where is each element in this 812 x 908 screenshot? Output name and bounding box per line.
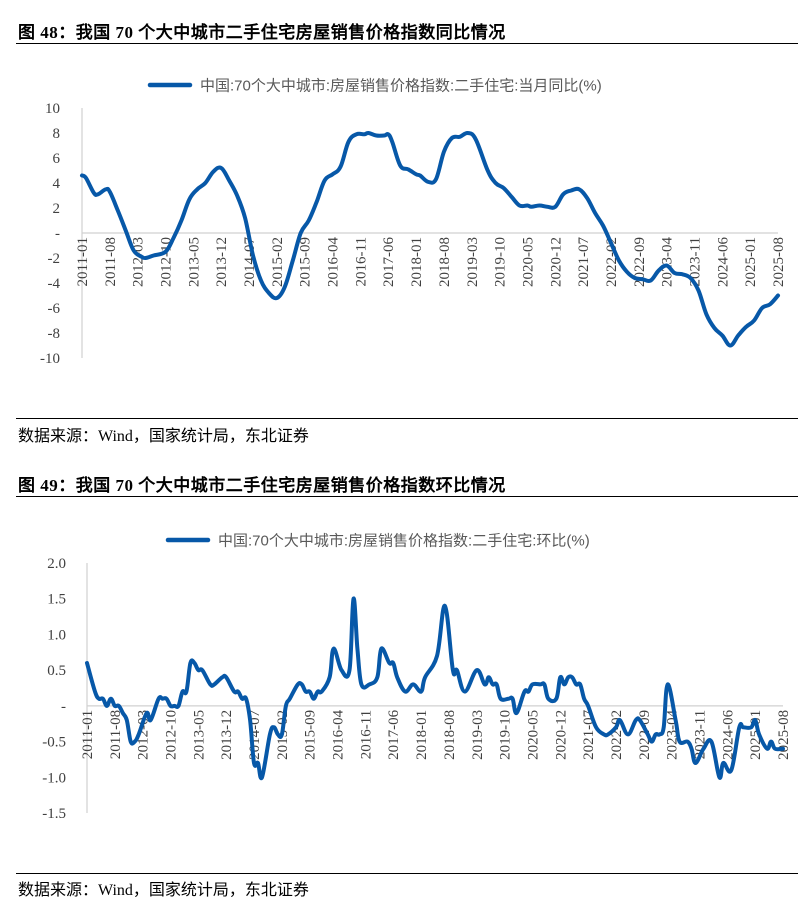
title-rule xyxy=(16,496,798,497)
mom-line-chart: 中国:70个大中城市:房屋销售价格指数:二手住宅:环比(%) 2.0 1.5 1.0 0… xyxy=(42,533,792,823)
y-tick-label: -6 xyxy=(48,301,61,317)
x-tick-label: 2013-05 xyxy=(186,237,202,287)
yoy-line-chart: 中国:70个大中城市:房屋销售价格指数:二手住宅:当月同比(%) 10 8 6 4 2 - -… xyxy=(40,78,787,368)
x-tick-label: 2018-08 xyxy=(442,710,458,760)
x-tick-label: 2015-02 xyxy=(270,237,286,287)
x-tick-label: 2016-04 xyxy=(331,709,347,759)
y-tick-label: -0.5 xyxy=(42,735,66,751)
x-tick-label: 2015-09 xyxy=(303,710,319,760)
y-tick-label: 0.5 xyxy=(47,663,66,679)
x-tick-label: 2019-10 xyxy=(498,710,514,760)
x-tick-label: 2016-04 xyxy=(326,237,342,287)
series-line xyxy=(80,130,780,348)
x-tick-label: 2021-07 xyxy=(576,237,592,287)
x-tick-label: 2025-08 xyxy=(771,237,787,287)
y-tick-label: -8 xyxy=(48,326,61,342)
y-tick-label: -2 xyxy=(48,251,61,267)
source-rule xyxy=(16,418,798,419)
y-tick-label: -4 xyxy=(48,276,61,292)
x-tick-label: 2012-10 xyxy=(164,710,180,760)
x-tick-label: 2025-01 xyxy=(748,710,764,760)
legend-label: 中国:70个大中城市:房屋销售价格指数:二手住宅:当月同比(%) xyxy=(200,78,602,95)
x-tick-label: 2025-01 xyxy=(743,237,759,287)
figure-49-source: 数据来源：Wind，国家统计局，东北证券 xyxy=(18,882,309,899)
y-tick-label: 1.0 xyxy=(47,627,66,643)
x-tick-label: 2022-02 xyxy=(609,710,625,760)
x-tick-label: 2020-12 xyxy=(553,710,569,760)
x-tick-label: 2023-04 xyxy=(660,237,676,287)
x-tick-label: 2012-10 xyxy=(159,237,175,287)
x-tick-label: 2020-12 xyxy=(548,237,564,287)
figure-48-title: 图 48：我国 70 个大中城市二手住宅房屋销售价格指数同比情况 xyxy=(18,23,506,42)
x-tick-label: 2019-10 xyxy=(493,237,509,287)
x-tick-label: 2017-06 xyxy=(386,709,402,759)
series-line xyxy=(85,596,785,781)
y-tick-label: 2 xyxy=(53,201,61,217)
title-rule xyxy=(16,43,798,44)
x-tick-label: 2013-05 xyxy=(191,710,207,760)
x-tick-label: 2020-05 xyxy=(525,710,541,760)
x-tick-label: 2013-12 xyxy=(219,710,235,760)
x-tick-label: 2023-11 xyxy=(687,237,703,286)
y-tick-label: 4 xyxy=(53,176,61,192)
x-tick-label: 2017-06 xyxy=(381,237,397,287)
x-tick-label: 2011-08 xyxy=(103,237,119,286)
x-tick-label: 2014-07 xyxy=(242,237,258,287)
y-tick-label: 6 xyxy=(53,151,61,167)
y-tick-label: 8 xyxy=(53,126,61,142)
x-tick-label: 2018-08 xyxy=(437,237,453,287)
x-tick-label: 2022-09 xyxy=(632,237,648,287)
y-tick-label: 1.5 xyxy=(47,592,66,608)
y-tick-label: -10 xyxy=(40,351,60,367)
x-tick-label: 2024-06 xyxy=(715,237,731,287)
x-tick-label: 2020-05 xyxy=(520,237,536,287)
x-tick-label: 2013-12 xyxy=(214,237,230,287)
x-tick-label: 2011-01 xyxy=(80,710,96,759)
x-tick-label: 2012-03 xyxy=(136,710,152,760)
x-tick-label: 2018-01 xyxy=(409,237,425,287)
y-tick-label: 2.0 xyxy=(47,556,66,572)
x-tick-label: 2016-11 xyxy=(353,237,369,286)
x-tick-label: 2025-08 xyxy=(776,710,792,760)
y-tick-label: - xyxy=(61,699,66,715)
x-tick-label: 2011-08 xyxy=(108,710,124,759)
x-tick-label: 2024-06 xyxy=(720,709,736,759)
x-tick-label: 2015-09 xyxy=(298,237,314,287)
x-tick-label: 2011-01 xyxy=(75,237,91,286)
x-tick-label: 2021-07 xyxy=(581,709,597,759)
x-tick-label: 2012-03 xyxy=(131,237,147,287)
x-tick-label: 2019-03 xyxy=(470,710,486,760)
y-tick-label: - xyxy=(55,226,60,242)
y-tick-label: -1.0 xyxy=(42,770,66,786)
legend-label: 中国:70个大中城市:房屋销售价格指数:二手住宅:环比(%) xyxy=(218,533,590,550)
x-tick-label: 2019-03 xyxy=(465,237,481,287)
figure-48-source: 数据来源：Wind，国家统计局，东北证券 xyxy=(18,428,309,445)
y-tick-label: 10 xyxy=(45,101,60,117)
y-tick-label: -1.5 xyxy=(42,806,66,822)
x-tick-label: 2018-01 xyxy=(414,710,430,760)
source-rule xyxy=(16,873,798,874)
x-tick-label: 2016-11 xyxy=(358,710,374,759)
figure-49-title: 图 49：我国 70 个大中城市二手住宅房屋销售价格指数环比情况 xyxy=(18,476,506,495)
